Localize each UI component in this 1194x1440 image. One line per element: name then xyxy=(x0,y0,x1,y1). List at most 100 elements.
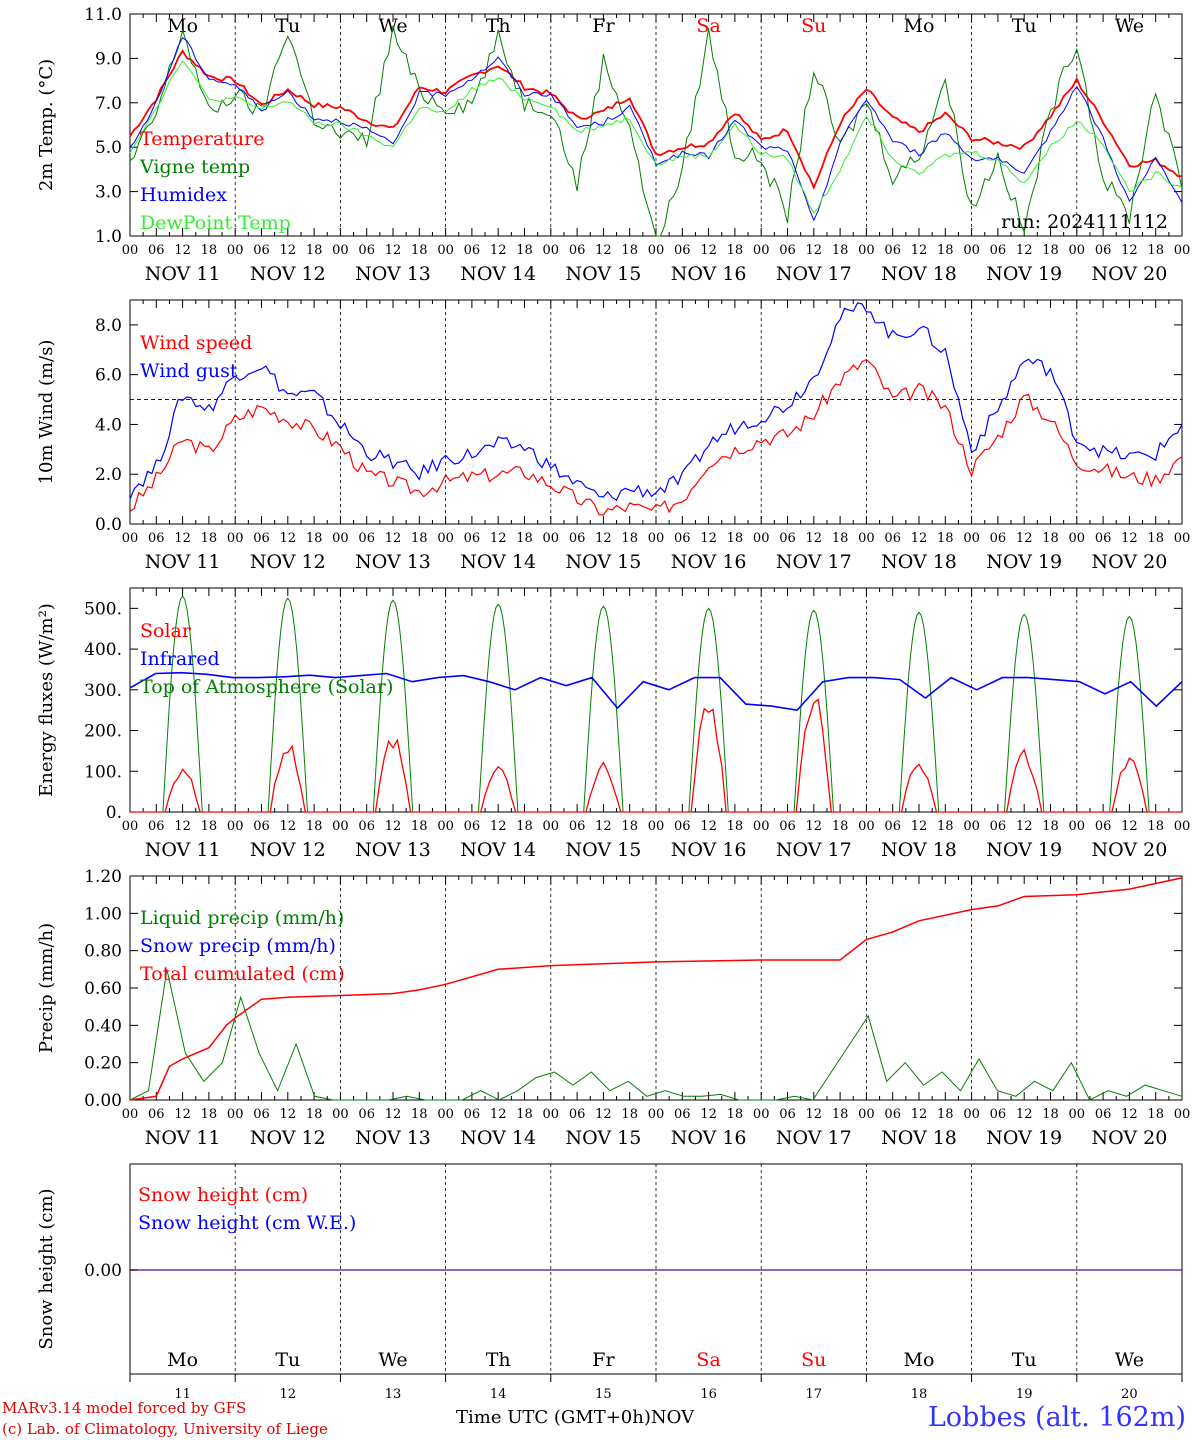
hour-tick-label: 12 xyxy=(174,531,191,546)
date-label: NOV 17 xyxy=(776,839,852,861)
day-name: Fr xyxy=(592,1349,615,1371)
hour-tick-label: 18 xyxy=(937,531,954,546)
date-label: NOV 14 xyxy=(460,263,536,285)
hour-tick-label: 18 xyxy=(306,243,323,258)
hour-tick-label: 06 xyxy=(464,243,481,258)
hour-tick-label: 12 xyxy=(700,531,717,546)
hour-tick-label: 12 xyxy=(490,531,507,546)
y-axis-label: Precip (mm/h) xyxy=(36,923,57,1053)
hour-tick-label: 12 xyxy=(595,531,612,546)
hour-tick-label: 12 xyxy=(700,243,717,258)
date-label: NOV 13 xyxy=(355,263,431,285)
hour-tick-label: 00 xyxy=(858,243,875,258)
hour-tick-label: 18 xyxy=(411,819,428,834)
lab-credit: (c) Lab. of Climatology, University of L… xyxy=(2,1420,328,1438)
hour-tick-label: 18 xyxy=(201,819,218,834)
hour-tick-label: 00 xyxy=(1069,243,1086,258)
hour-tick-label: 06 xyxy=(569,243,586,258)
day-name: Sa xyxy=(696,1349,720,1371)
date-label: NOV 20 xyxy=(1091,839,1167,861)
hour-tick-label: 06 xyxy=(358,819,375,834)
hour-tick-label: 18 xyxy=(1147,243,1164,258)
day-name: Th xyxy=(486,15,511,37)
date-label: NOV 14 xyxy=(460,551,536,573)
hour-tick-label: 12 xyxy=(280,819,297,834)
hour-tick-label: 06 xyxy=(779,819,796,834)
month-label: NOV xyxy=(650,1407,695,1428)
hour-tick-label: 12 xyxy=(174,819,191,834)
hour-tick-label: 00 xyxy=(332,243,349,258)
hour-tick-label: 18 xyxy=(516,243,533,258)
hour-tick-label: 12 xyxy=(911,1107,928,1122)
date-label: NOV 19 xyxy=(986,839,1062,861)
hour-tick-label: 00 xyxy=(648,243,665,258)
x-axis-label: Time UTC (GMT+0h)NOV xyxy=(456,1407,694,1428)
hour-tick-label: 12 xyxy=(1016,1107,1033,1122)
panel-frame xyxy=(129,299,1183,525)
hour-tick-label: 00 xyxy=(227,1107,244,1122)
hour-tick-label: 12 xyxy=(1121,819,1138,834)
hour-tick-label: 12 xyxy=(806,531,823,546)
legend-entry: Total cumulated (cm) xyxy=(140,963,345,985)
hour-tick-label: 12 xyxy=(911,243,928,258)
hour-tick-label: 12 xyxy=(595,1107,612,1122)
temp-series-line xyxy=(129,60,1183,214)
hour-tick-label: 06 xyxy=(884,531,901,546)
hour-tick-label: 12 xyxy=(174,1107,191,1122)
day-name: Su xyxy=(801,1349,826,1371)
hour-tick-label: 18 xyxy=(832,1107,849,1122)
day-number: 18 xyxy=(911,1387,928,1400)
hour-tick-label: 00 xyxy=(543,819,560,834)
hour-tick-label: 06 xyxy=(674,243,691,258)
day-number: 11 xyxy=(174,1387,191,1400)
hour-tick-label: 06 xyxy=(990,243,1007,258)
hour-tick-label: 18 xyxy=(727,819,744,834)
y-axis-label: Snow height (cm) xyxy=(36,1188,57,1349)
hour-tick-label: 00 xyxy=(122,819,139,834)
date-label: NOV 12 xyxy=(250,1127,326,1149)
day-name: Mo xyxy=(167,15,198,37)
date-label: NOV 16 xyxy=(671,1127,747,1149)
solar-line xyxy=(130,698,1182,813)
y-tick-label: 100. xyxy=(84,762,122,782)
hour-tick-label: 18 xyxy=(306,1107,323,1122)
hour-tick-label: 18 xyxy=(621,243,638,258)
hour-tick-label: 18 xyxy=(516,819,533,834)
hour-tick-label: 06 xyxy=(569,819,586,834)
legend-entry: Liquid precip (mm/h) xyxy=(140,907,344,929)
day-number: 14 xyxy=(490,1387,507,1400)
wind-series-line xyxy=(129,358,1183,516)
date-label: NOV 16 xyxy=(671,551,747,573)
hour-tick-label: 18 xyxy=(516,1107,533,1122)
day-name: Tu xyxy=(275,1349,300,1371)
hour-tick-label: 18 xyxy=(937,819,954,834)
hour-tick-label: 06 xyxy=(884,819,901,834)
hour-tick-label: 12 xyxy=(174,243,191,258)
hour-tick-label: 18 xyxy=(1042,819,1059,834)
hour-tick-label: 18 xyxy=(1042,243,1059,258)
y-tick-label: 300. xyxy=(84,681,122,701)
hour-tick-label: 00 xyxy=(437,243,454,258)
hour-tick-label: 00 xyxy=(648,819,665,834)
hour-tick-label: 18 xyxy=(621,531,638,546)
hour-tick-label: 18 xyxy=(201,531,218,546)
hour-tick-label: 00 xyxy=(648,1107,665,1122)
hour-tick-label: 18 xyxy=(727,1107,744,1122)
y-tick-label: 8.0 xyxy=(95,316,122,336)
hour-tick-label: 06 xyxy=(674,1107,691,1122)
date-label: NOV 15 xyxy=(565,1127,641,1149)
legend-entry: DewPoint Temp xyxy=(140,212,291,234)
temp-series-line xyxy=(129,36,1183,222)
hour-tick-label: 00 xyxy=(1069,819,1086,834)
infrared-line xyxy=(129,671,1183,712)
hour-tick-label: 12 xyxy=(280,243,297,258)
hour-tick-label: 12 xyxy=(280,531,297,546)
y-tick-label: 0.00 xyxy=(84,1261,122,1281)
date-label: NOV 19 xyxy=(986,551,1062,573)
hour-tick-label: 00 xyxy=(858,1107,875,1122)
hour-tick-label: 06 xyxy=(148,1107,165,1122)
y-tick-label: 0.80 xyxy=(84,942,122,962)
legend-entry: Top of Atmosphere (Solar) xyxy=(140,676,393,698)
hour-tick-label: 06 xyxy=(253,819,270,834)
hour-tick-label: 00 xyxy=(753,1107,770,1122)
